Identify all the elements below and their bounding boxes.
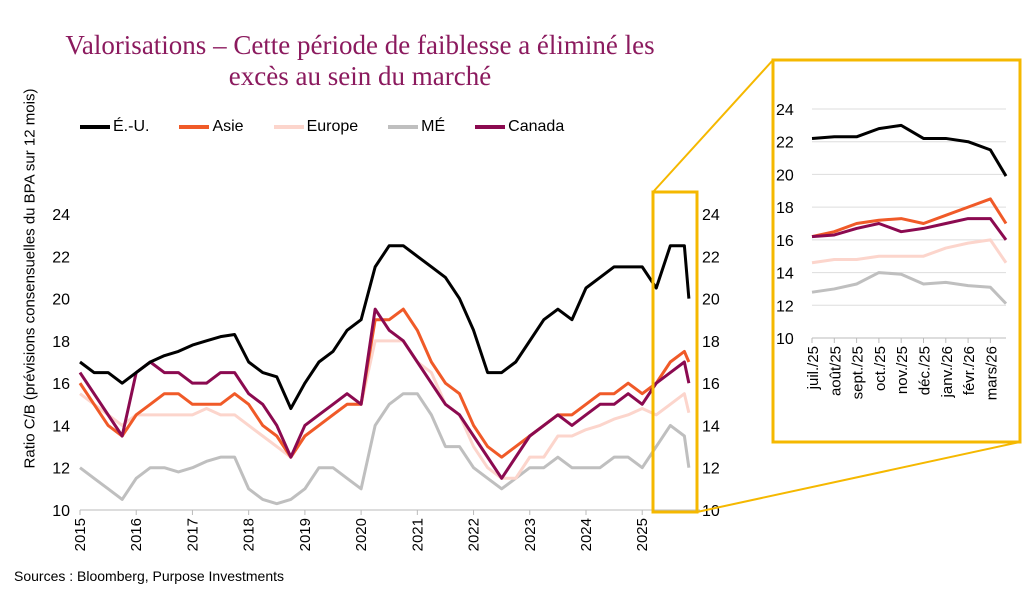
y-tick-label-left: 16 [52, 376, 70, 393]
y-tick-label-left: 10 [52, 503, 70, 520]
y-tick-label-right: 20 [702, 292, 720, 309]
legend-swatch [388, 125, 419, 129]
inset-series-line-1 [811, 197, 1008, 239]
inset-series-line-2 [811, 238, 1008, 265]
inset-y-tick-label: 10 [776, 331, 794, 348]
legend-label: Canada [508, 118, 565, 135]
inset-x-tick-label: nov./25 [894, 346, 911, 394]
series-line-3 [79, 392, 691, 506]
x-tick-label: 2017 [184, 518, 201, 551]
y-tick-label-left: 18 [52, 334, 70, 351]
x-tick-label: 2022 [466, 518, 483, 551]
y-tick-label-left: 22 [52, 249, 70, 266]
legend-item-us: É.-U. [80, 118, 149, 136]
y-tick-label-left: 24 [52, 207, 70, 224]
inset-x-tick-label: janv./26 [939, 346, 956, 398]
legend-label: Europe [306, 118, 359, 135]
x-tick-label: 2021 [409, 518, 426, 551]
x-tick-label: 2024 [578, 518, 595, 551]
inset-y-tick-label: 22 [776, 135, 794, 152]
x-tick-label: 2016 [128, 518, 145, 551]
inset-x-tick-label: sept./25 [850, 346, 867, 399]
inset-x-tick-label: août/25 [827, 346, 844, 396]
legend: É.-U. Asie Europe MÉ Canada [80, 118, 594, 136]
y-tick-label-left: 12 [52, 461, 70, 478]
legend-item-europe: Europe [273, 118, 359, 136]
x-tick-label: 2019 [297, 518, 314, 551]
inset-series-line-3 [811, 271, 1008, 305]
legend-label: Asie [212, 118, 244, 135]
legend-swatch [475, 125, 506, 129]
legend-swatch [273, 125, 304, 129]
x-tick-label: 2018 [241, 518, 258, 551]
connector-line [652, 59, 774, 193]
inset-x-tick-label: mars/26 [983, 346, 1000, 400]
legend-label: MÉ [421, 118, 446, 135]
inset-x-tick-label: déc./25 [916, 346, 933, 395]
chart-title: Valorisations – Cette période de faibles… [65, 30, 655, 91]
legend-item-canada: Canada [475, 118, 564, 136]
legend-swatch [179, 125, 210, 129]
series-line-4 [78, 307, 691, 480]
y-tick-label-left: 20 [52, 292, 70, 309]
y-tick-label-right: 22 [702, 249, 720, 266]
inset-y-tick-label: 24 [776, 102, 794, 119]
y-tick-label-right: 10 [702, 503, 720, 520]
inset-y-tick-label: 20 [776, 167, 794, 184]
x-tick-label: 2015 [72, 518, 89, 551]
inset-series-line-0 [811, 123, 1008, 177]
inset-box [771, 58, 1022, 444]
source-note: Sources : Bloomberg, Purpose Investments [14, 568, 285, 584]
connector-line [696, 441, 1021, 513]
x-tick-label: 2020 [353, 518, 370, 551]
legend-item-asie: Asie [179, 118, 244, 136]
inset-y-tick-label: 18 [776, 200, 794, 217]
inset-x-tick-label: févr./26 [961, 346, 978, 395]
legend-item-me: MÉ [388, 118, 445, 136]
inset-y-tick-label: 16 [776, 233, 794, 250]
legend-label: É.-U. [113, 118, 150, 135]
inset-y-tick-label: 14 [776, 266, 794, 283]
inset-x-tick-label: juil./25 [805, 346, 822, 390]
y-tick-label-left: 14 [52, 418, 70, 435]
y-tick-label-right: 12 [702, 461, 720, 478]
y-tick-label-right: 16 [702, 376, 720, 393]
inset-series-line-4 [811, 217, 1008, 241]
inset-y-tick-label: 12 [776, 298, 794, 315]
y-tick-label-right: 14 [702, 418, 720, 435]
legend-swatch [80, 125, 110, 129]
x-tick-label: 2025 [634, 518, 651, 551]
y-tick-label-right: 24 [702, 207, 720, 224]
series-line-0 [79, 244, 691, 411]
series-line-1 [78, 307, 691, 459]
y-tick-label-right: 18 [702, 334, 720, 351]
highlight-box [651, 190, 699, 514]
x-tick-label: 2023 [522, 518, 539, 551]
inset-x-tick-label: oct./25 [872, 346, 889, 391]
series-line-2 [79, 339, 691, 480]
